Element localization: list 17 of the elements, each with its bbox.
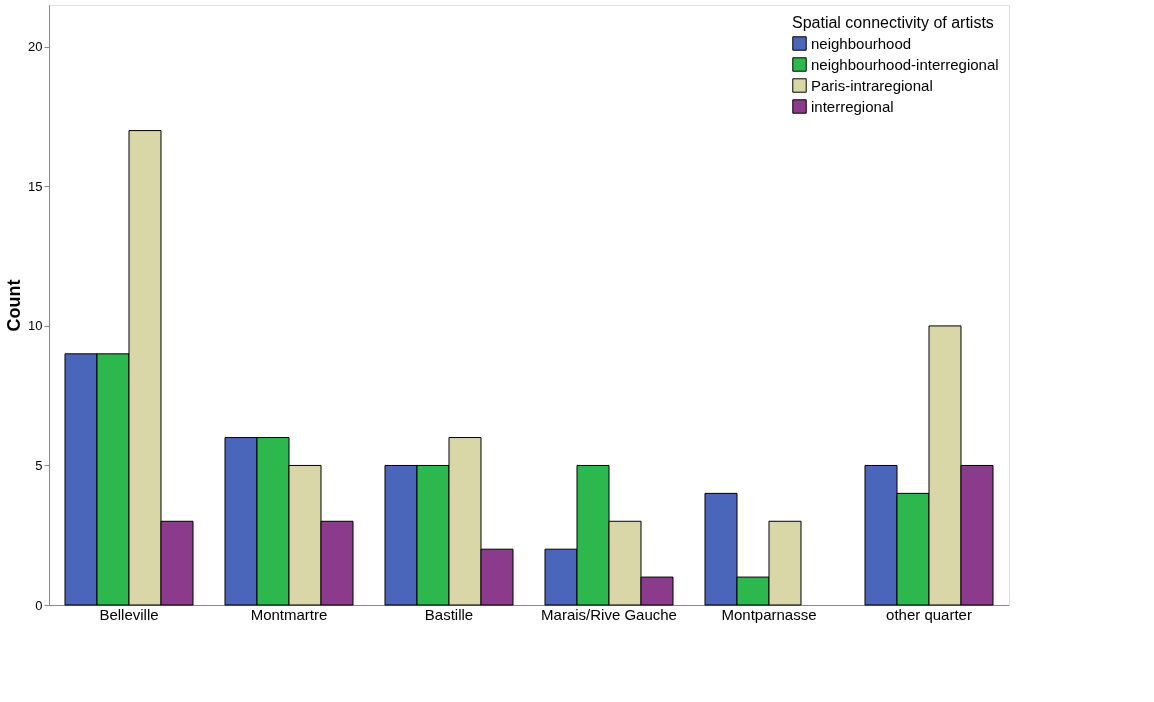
x-tick-label: Montmartre [250,605,328,623]
x-tick-label: Belleville [99,605,159,623]
legend-label: Paris-intraregional [811,76,933,94]
y-tick-label: 15 [28,178,43,194]
legend-title: Spatial connectivity of artists [792,14,994,31]
x-tick-label: Bastille [424,605,474,623]
x-tick-label: Montparnasse [721,605,817,623]
y-tick-label: 0 [35,597,43,613]
x-tick-label: other quarter [886,605,972,623]
legend-label: neighbourhood [811,34,912,52]
y-tick-label: 10 [28,318,43,334]
x-tick-label: Marais/Rive Gauche [541,605,677,623]
legend-label: neighbourhood-interregional [811,55,999,73]
legend-label: interregional [811,97,894,115]
y-axis-title: Count [4,279,25,332]
y-tick-label: 20 [28,39,43,55]
y-tick-label: 5 [35,457,43,473]
